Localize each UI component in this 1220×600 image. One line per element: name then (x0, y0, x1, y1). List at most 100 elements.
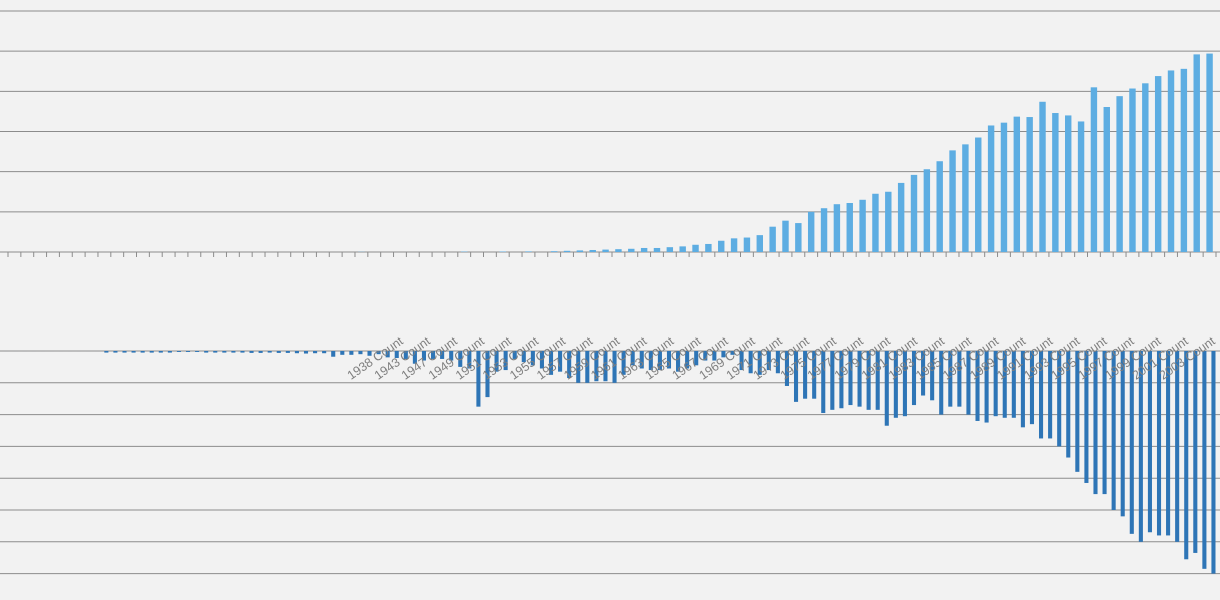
bottom-bar (294, 351, 299, 354)
bottom-bar (975, 351, 980, 421)
bottom-bar (1211, 351, 1216, 574)
top-bar (782, 220, 789, 252)
bottom-bar (285, 351, 290, 353)
bottom-bar (303, 351, 309, 354)
bottom-bar (412, 351, 417, 364)
bottom-bar (503, 351, 508, 371)
bottom-bar (258, 351, 263, 353)
bottom-bar (231, 351, 236, 353)
bottom-bar (730, 351, 735, 355)
bottom-bar (803, 351, 808, 399)
top-bar (1142, 83, 1149, 252)
bottom-bar (839, 351, 844, 409)
bottom-bar (957, 351, 962, 407)
top-bar (730, 238, 738, 252)
top-bar (885, 191, 892, 252)
top-bar (949, 150, 956, 252)
bottom-bar (748, 351, 753, 374)
bottom-bar (322, 351, 327, 354)
bottom-bar (784, 351, 789, 386)
bottom-bar (1020, 351, 1025, 428)
bottom-bar (1039, 351, 1044, 439)
bottom-bar (167, 351, 172, 353)
bottom-bar (548, 351, 554, 375)
bottom-bar (930, 351, 935, 401)
top-bar (769, 226, 776, 252)
bottom-bar (367, 351, 372, 356)
bottom-bar (104, 351, 109, 353)
bottom-bar (621, 351, 626, 375)
bottom-bar (603, 351, 608, 382)
bottom-bar (757, 351, 762, 375)
bottom-bar (131, 351, 136, 353)
bottom-bar (1120, 351, 1125, 517)
bottom-bar (1011, 351, 1016, 418)
bottom-bar (394, 351, 399, 358)
bottom-bar (1057, 351, 1062, 447)
bottom-bar (113, 351, 118, 353)
top-bar (1193, 54, 1200, 252)
top-bar (705, 243, 712, 252)
bottom-bar (1111, 351, 1116, 510)
bottom-bar (467, 351, 472, 369)
bottom-bar (1166, 351, 1171, 536)
top-bar (743, 237, 751, 252)
bottom-bar (331, 351, 336, 357)
top-bar (666, 247, 674, 252)
bottom-bar (866, 351, 871, 410)
top-bar (1052, 113, 1059, 252)
bottom-bar (1093, 351, 1098, 495)
bottom-bar (1048, 351, 1053, 439)
bottom-bar (1193, 351, 1198, 553)
top-bar (1180, 68, 1188, 252)
bottom-bar (848, 351, 853, 406)
top-bar (807, 211, 815, 252)
bottom-bar (1156, 351, 1162, 536)
top-bar (718, 240, 725, 252)
top-bar (550, 251, 558, 252)
bottom-bar (884, 351, 889, 426)
bottom-bar (875, 351, 880, 410)
bottom-bar (676, 351, 681, 372)
top-bar (833, 204, 841, 252)
top-bar (628, 248, 635, 252)
top-bar (589, 249, 596, 252)
top-bar (859, 199, 866, 252)
bottom-bar (966, 351, 971, 415)
bottom-bar (1066, 351, 1071, 458)
top-bar (1065, 115, 1072, 252)
bottom-bar (403, 351, 408, 359)
bottom-bar (830, 351, 835, 410)
top-bar (1026, 117, 1033, 252)
bottom-bar (149, 351, 154, 353)
bottom-bar (766, 351, 771, 371)
bottom-bar (1184, 351, 1189, 560)
bottom-bar (440, 351, 445, 359)
bottom-bar (185, 351, 191, 352)
bottom-bar (694, 351, 699, 366)
bottom-bar (512, 351, 517, 359)
bottom-bar (158, 351, 163, 353)
top-bar (1116, 96, 1123, 252)
bottom-bar (1084, 351, 1089, 483)
bottom-bar (857, 351, 862, 407)
bottom-bar (1175, 351, 1180, 542)
bottom-bar (576, 351, 581, 383)
bottom-bar (349, 351, 354, 355)
top-bar (756, 235, 763, 252)
top-bar (936, 161, 943, 252)
top-bar (525, 251, 532, 252)
bottom-bar (793, 351, 799, 402)
bottom-bar (530, 351, 535, 366)
bottom-bar (630, 351, 635, 366)
bottom-bar (204, 351, 209, 353)
bottom-bar (648, 351, 653, 371)
top-bar (962, 144, 969, 252)
bottom-bar (902, 351, 907, 417)
bottom-bar (176, 351, 181, 352)
bottom-bar (939, 351, 944, 415)
top-bar (1206, 53, 1213, 253)
bottom-bar (812, 351, 817, 399)
top-bar (897, 182, 905, 252)
